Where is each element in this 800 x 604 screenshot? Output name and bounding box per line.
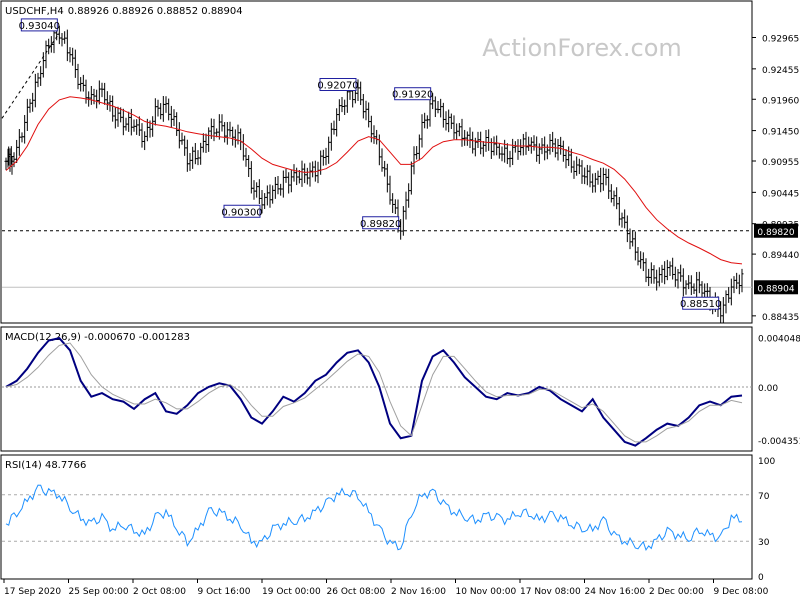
macd-series-macd: [5, 336, 743, 447]
rsi-panel-frame: [0, 454, 753, 580]
price-label-box: [682, 296, 720, 310]
price-tag-text: 0.88904: [757, 284, 794, 294]
rsi-y-tick-label: 100: [758, 457, 775, 467]
rsi-title: RSI(14) 48.7766: [5, 460, 86, 471]
x-tick-label: 17 Nov 08:00: [520, 587, 581, 597]
price-label-text: 0.89820: [360, 219, 401, 230]
price-y-tick-label: 0.89440: [762, 251, 799, 261]
x-tick-label: 25 Sep 00:00: [69, 587, 129, 597]
macd-y-tick-label: 0.00: [758, 384, 778, 394]
price-y-tick-label: 0.90955: [762, 158, 799, 168]
price-y-tick-label: 0.92455: [762, 66, 799, 76]
axes-layer: 0.92965 0.92455 0.91960 0.91450 0.90955 0.904…: [3, 35, 800, 597]
price-y-tick-label: 0.90445: [762, 189, 799, 199]
macd-panel-frame: [0, 326, 753, 452]
price-panel-frame: [0, 0, 753, 324]
price-label-box: [319, 78, 357, 92]
symbol-timeframe: USDCHF,H4: [5, 6, 64, 17]
x-tick-label: 26 Oct 08:00: [327, 587, 386, 597]
macd-y-tick-label: 0.004048: [758, 335, 800, 345]
x-tick-label: 19 Oct 00:00: [262, 587, 321, 597]
rsi-y-tick-label: 30: [758, 538, 770, 548]
macd-y-tick-label: -0.004351: [758, 437, 800, 447]
watermark: ActionForex.com: [482, 34, 682, 62]
x-tick-label: 10 Nov 00:00: [456, 587, 517, 597]
trend-line: [1, 32, 60, 119]
price-label-text: 0.91920: [392, 90, 433, 101]
macd-series-signal: [5, 342, 743, 443]
price-y-tick-label: 0.92965: [762, 35, 799, 45]
rsi-series-layer: [2, 484, 752, 552]
rsi-series-rsi: [5, 484, 743, 552]
price-label-text: 0.93040: [19, 21, 60, 32]
x-tick-label: 24 Nov 16:00: [585, 587, 646, 597]
price-tag-text: 0.89820: [757, 228, 794, 238]
price-label-box: [362, 216, 400, 230]
price-y-tick-label: 0.91960: [762, 96, 799, 106]
rsi-y-tick-label: 0: [758, 573, 764, 583]
price-tag-box: [754, 280, 798, 295]
macd-title: MACD(12,26,9) -0.000670 -0.001283: [5, 332, 190, 343]
price-series-layer: 0.93040 0.92070 0.91920 0.90300 0.89820 0.885…: [1, 18, 752, 324]
macd-series-layer: [2, 336, 752, 447]
price-label-text: 0.90300: [221, 207, 262, 218]
ma-line: [5, 96, 743, 265]
price-label-text: 0.88510: [680, 299, 721, 310]
price-y-tick-label: 0.91450: [762, 128, 799, 138]
price-tag-box: [754, 223, 798, 238]
rsi-y-tick-label: 70: [758, 492, 770, 502]
price-y-tick-label: 0.88435: [762, 313, 799, 323]
x-tick-label: 2 Nov 16:00: [391, 587, 446, 597]
price-label-box: [20, 18, 58, 32]
x-tick-label: 9 Oct 16:00: [198, 587, 251, 597]
x-tick-label: 17 Sep 2020: [4, 587, 61, 597]
ohlc-readout: 0.88926 0.88926 0.88852 0.88904: [68, 6, 243, 17]
x-tick-label: 2 Dec 00:00: [649, 587, 704, 597]
price-label-box: [394, 87, 432, 101]
x-tick-label: 9 Dec 08:00: [714, 587, 769, 597]
price-label-text: 0.92070: [317, 81, 358, 92]
chart-header: USDCHF,H4 0.88926 0.88926 0.88852 0.88904: [5, 6, 243, 17]
price-label-box: [223, 204, 261, 218]
x-tick-label: 2 Oct 08:00: [133, 587, 186, 597]
